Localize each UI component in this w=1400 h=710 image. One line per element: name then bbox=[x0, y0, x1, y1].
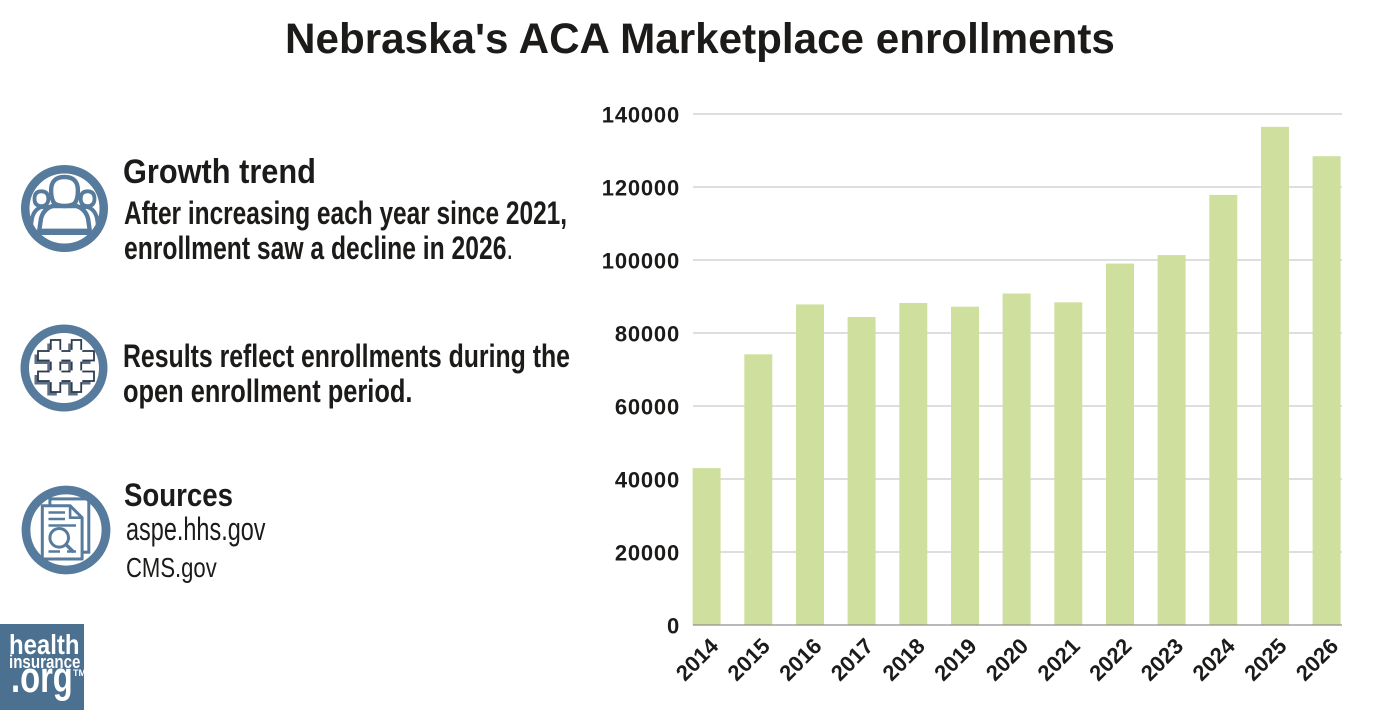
svg-text:80000: 80000 bbox=[615, 322, 680, 347]
svg-text:2014: 2014 bbox=[671, 633, 724, 686]
svg-text:100000: 100000 bbox=[602, 249, 680, 274]
svg-text:2024: 2024 bbox=[1188, 633, 1241, 686]
svg-text:2018: 2018 bbox=[878, 633, 930, 685]
svg-text:40000: 40000 bbox=[615, 468, 680, 493]
svg-text:120000: 120000 bbox=[602, 176, 680, 201]
svg-text:20000: 20000 bbox=[615, 541, 680, 566]
svg-text:2019: 2019 bbox=[929, 633, 981, 685]
svg-text:2026: 2026 bbox=[1291, 633, 1343, 685]
svg-text:2025: 2025 bbox=[1239, 633, 1291, 685]
svg-text:0: 0 bbox=[667, 614, 680, 639]
svg-text:2016: 2016 bbox=[774, 633, 826, 685]
svg-text:2017: 2017 bbox=[826, 633, 878, 685]
svg-text:2021: 2021 bbox=[1033, 633, 1085, 685]
svg-text:140000: 140000 bbox=[602, 103, 680, 128]
svg-text:2022: 2022 bbox=[1084, 633, 1136, 685]
svg-text:2015: 2015 bbox=[723, 633, 775, 685]
svg-text:60000: 60000 bbox=[615, 395, 680, 420]
svg-text:2023: 2023 bbox=[1136, 633, 1188, 685]
svg-text:2020: 2020 bbox=[981, 633, 1033, 685]
